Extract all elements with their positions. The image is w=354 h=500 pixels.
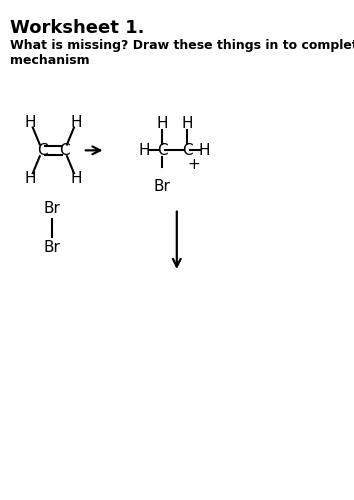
Text: H: H [71,171,82,186]
Text: C: C [182,143,192,158]
Text: H: H [24,114,36,130]
Text: H: H [181,116,193,131]
Text: C: C [157,143,167,158]
Text: H: H [24,171,36,186]
Text: Br: Br [154,178,171,194]
Text: C: C [59,143,70,158]
Text: H: H [199,143,210,158]
Text: H: H [139,143,150,158]
Text: Worksheet 1.: Worksheet 1. [10,19,145,37]
Text: What is missing? Draw these things in to complete the
mechanism: What is missing? Draw these things in to… [10,38,354,66]
Text: C: C [37,143,47,158]
Text: H: H [71,114,82,130]
Text: Br: Br [44,201,61,216]
Text: Br: Br [44,240,61,255]
Text: +: + [187,158,200,172]
Text: H: H [156,116,168,131]
